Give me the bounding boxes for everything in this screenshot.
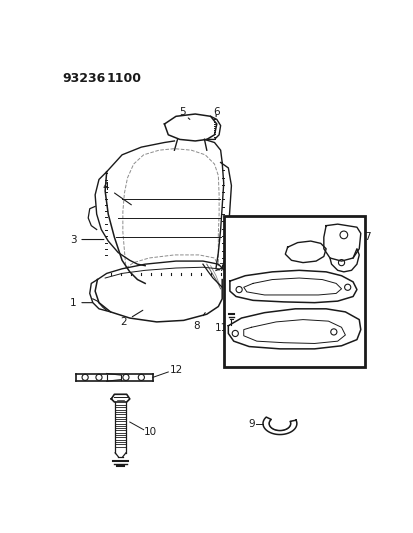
Text: 1100: 1100 [107, 71, 141, 85]
Bar [223, 216, 364, 367]
Text: 13: 13 [283, 253, 296, 263]
Text: 8: 8 [192, 313, 205, 331]
Text: 10: 10 [143, 427, 157, 437]
Text: 12: 12 [169, 365, 183, 375]
Text: 4: 4 [102, 182, 131, 205]
Text: 9: 9 [247, 418, 254, 429]
Text: 2: 2 [120, 310, 142, 327]
Text: 93236: 93236 [62, 71, 105, 85]
Text: 8: 8 [287, 356, 294, 366]
Text: 8: 8 [235, 267, 242, 277]
Text: 6: 6 [212, 107, 219, 117]
Text: 3: 3 [69, 235, 104, 245]
Text: 7: 7 [218, 263, 224, 273]
Text: 5: 5 [178, 108, 190, 119]
Text: 11: 11 [215, 323, 228, 333]
Text: 7: 7 [363, 232, 370, 242]
Text: 1: 1 [69, 297, 92, 308]
